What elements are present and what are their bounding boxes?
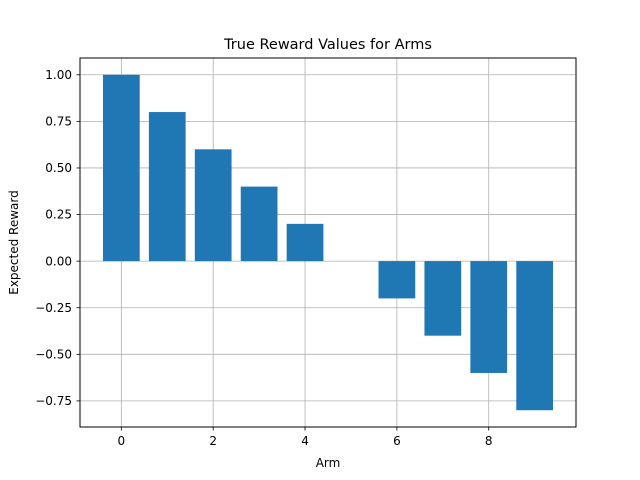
- plot-frame: [79, 57, 577, 428]
- y-tick-label: 1.00: [45, 68, 72, 82]
- bar-arm-7: [424, 261, 462, 336]
- y-tick-label: 0.00: [45, 254, 72, 268]
- x-tick-label: 4: [301, 434, 309, 448]
- bar-arm-1: [148, 112, 186, 262]
- x-tick-label: 0: [118, 434, 126, 448]
- y-tick-label: −0.75: [35, 394, 72, 408]
- bars: [102, 74, 554, 411]
- y-tick-label: −0.50: [35, 348, 72, 362]
- bar-arm-8: [470, 261, 508, 373]
- bar-arm-2: [194, 149, 232, 262]
- chart-title: True Reward Values for Arms: [223, 37, 432, 53]
- x-tick-label: 6: [393, 434, 401, 448]
- x-axis-ticks: 0 2 4 6 8: [118, 427, 493, 448]
- y-tick-label: 0.75: [45, 115, 72, 129]
- bar-arm-4: [286, 223, 324, 262]
- y-tick-label: 0.25: [45, 208, 72, 222]
- y-tick-label: −0.25: [35, 301, 72, 315]
- bar-arm-3: [240, 186, 278, 262]
- bar-arm-6: [378, 261, 416, 299]
- y-axis-label: Expected Reward: [7, 190, 21, 295]
- y-tick-label: 0.50: [45, 161, 72, 175]
- bar-arm-9: [516, 261, 554, 411]
- y-axis-ticks: 1.00 0.75 0.50 0.25 0.00 −0.25 −0.50 −0.75: [35, 68, 80, 408]
- x-tick-label: 2: [209, 434, 217, 448]
- x-axis-label: Arm: [316, 456, 341, 470]
- x-tick-label: 8: [485, 434, 493, 448]
- bar-arm-0: [102, 74, 140, 262]
